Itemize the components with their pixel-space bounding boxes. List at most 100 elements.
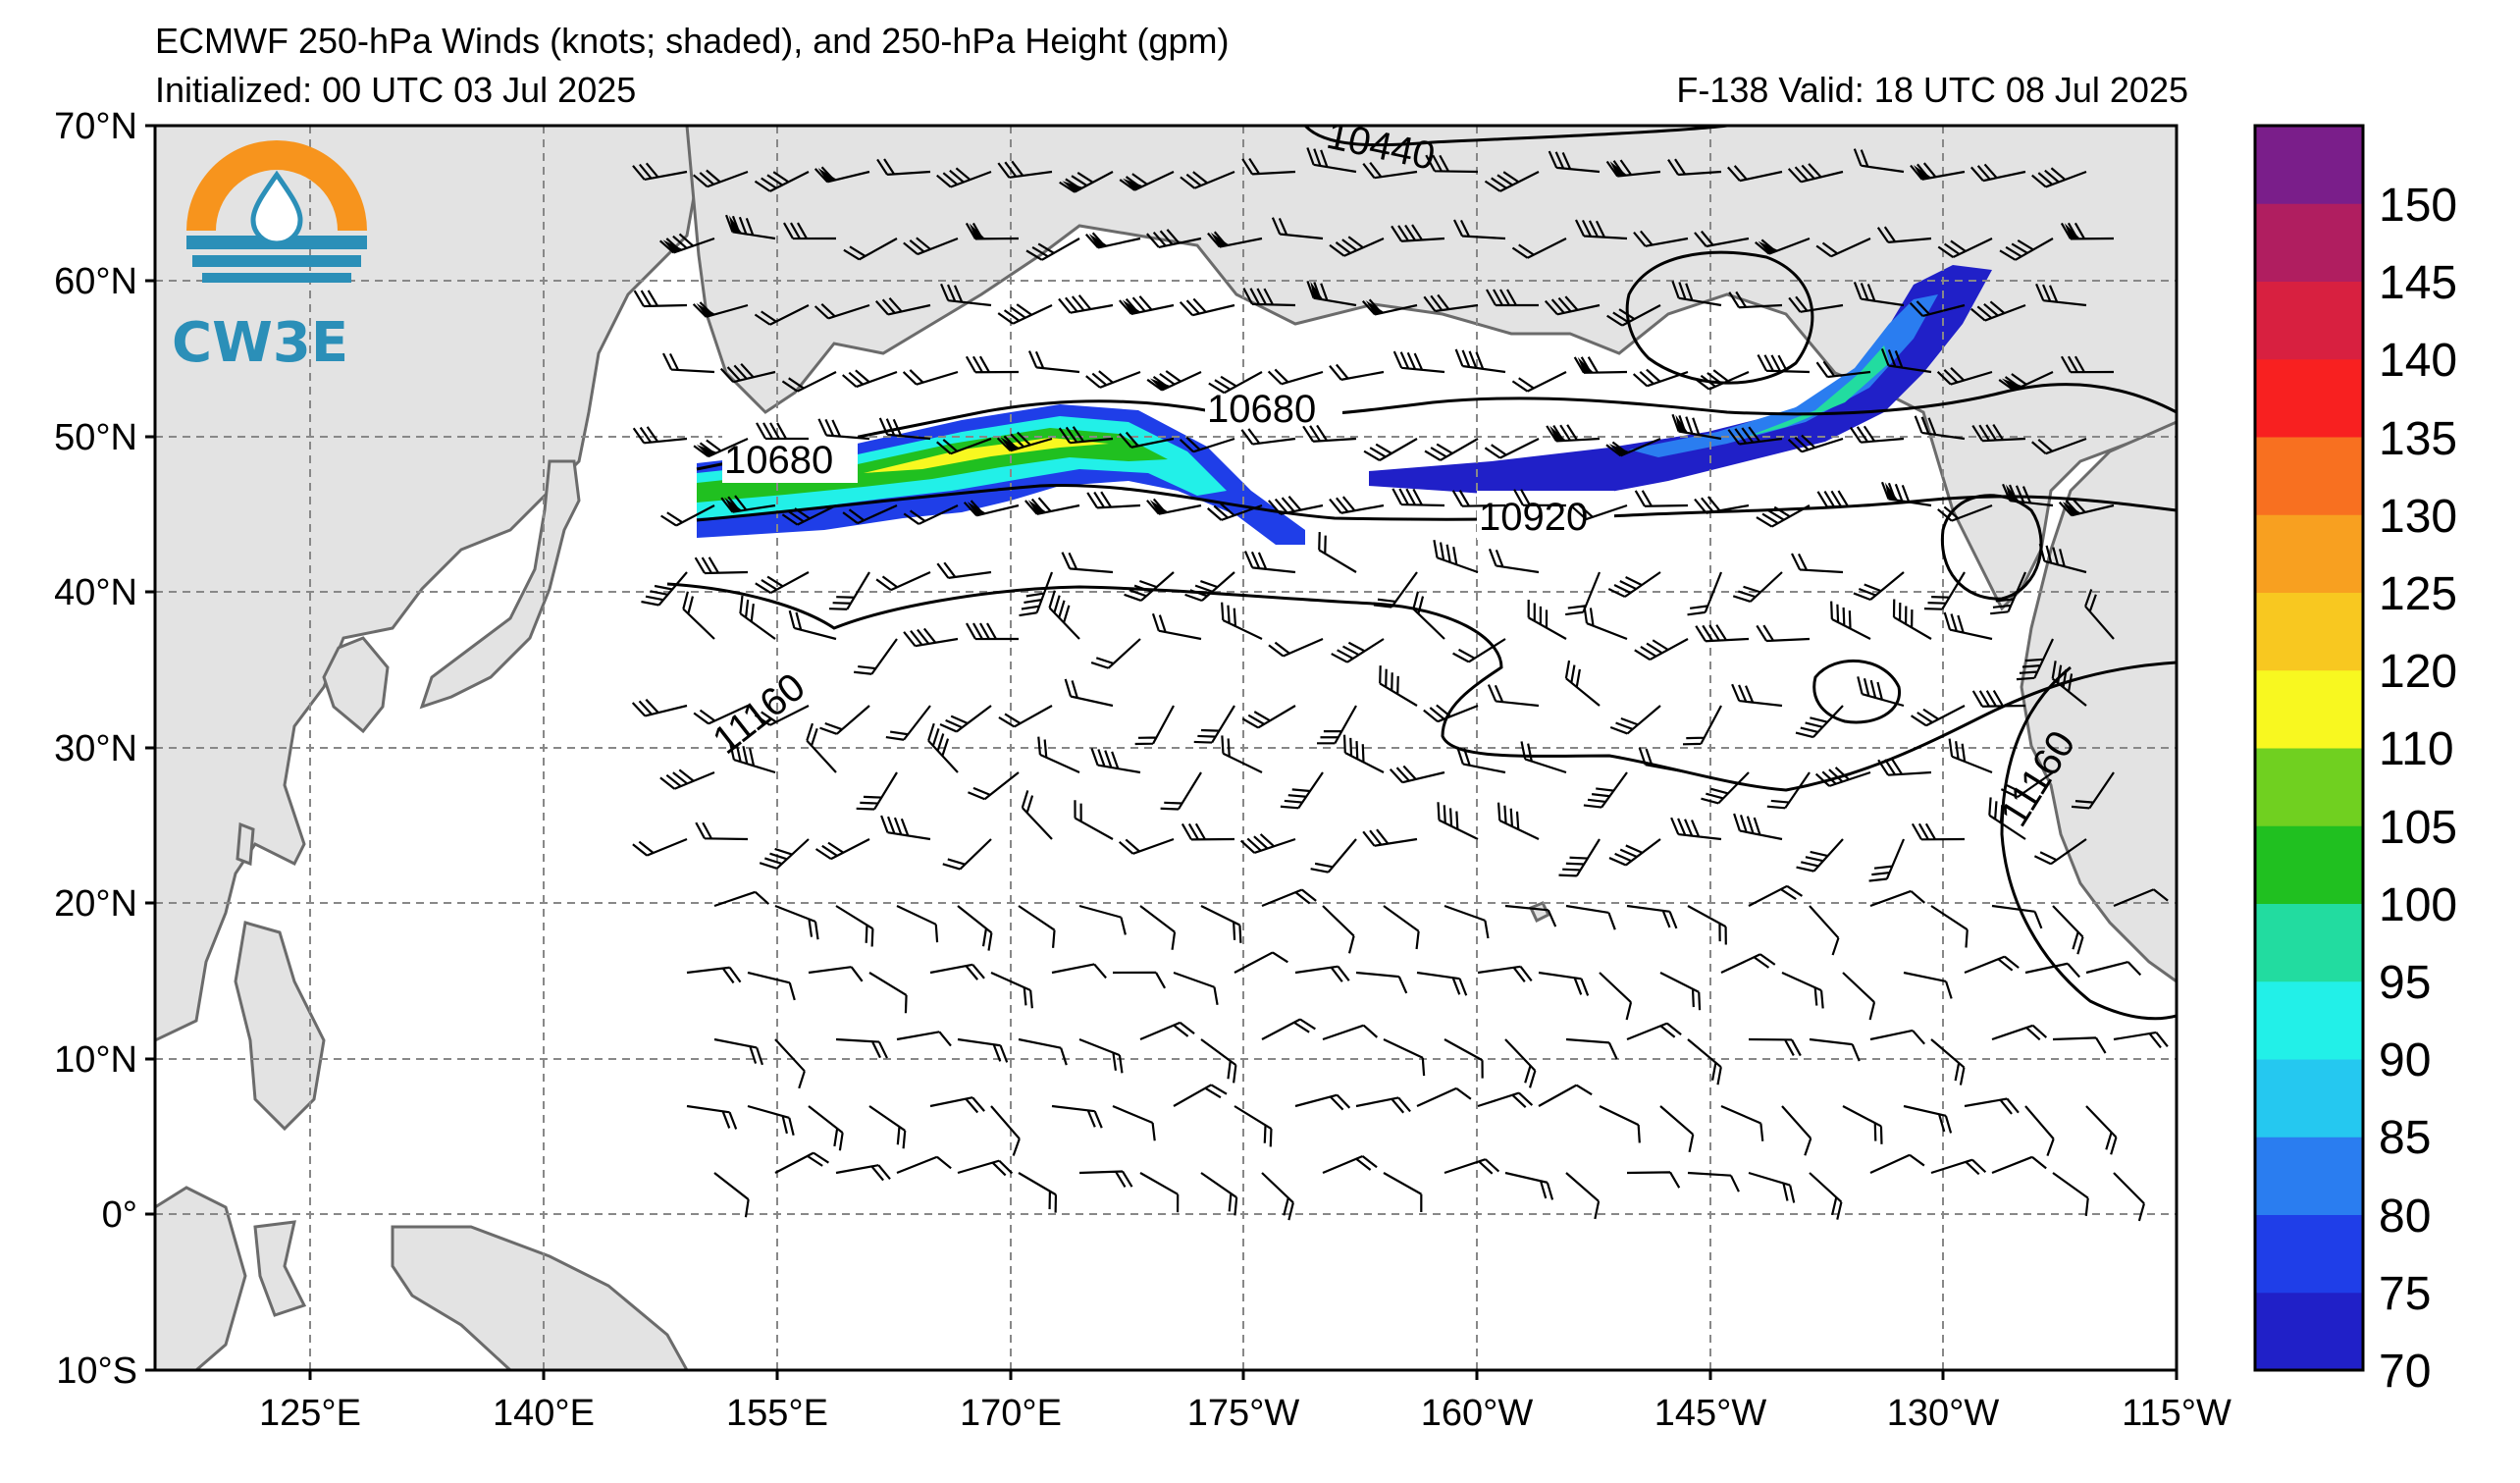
wind-barb [1484, 171, 1540, 192]
wind-barb [692, 301, 749, 318]
colorbar-label-85: 85 [2379, 1112, 2431, 1164]
wind-barb [658, 233, 715, 254]
wind-barb [2084, 589, 2115, 640]
wind-barb [1971, 689, 2026, 708]
wind-barb [754, 171, 810, 192]
wind-barb [814, 838, 870, 861]
wind-barb [686, 1104, 738, 1130]
wind-barb [1241, 157, 1296, 176]
wind-barb [1200, 905, 1242, 943]
lat-label-30n: 30°N [54, 728, 137, 769]
wind-barb [819, 705, 870, 735]
wind-barb [1331, 638, 1385, 663]
wind-barb [1816, 490, 1871, 508]
wind-barb [1173, 1084, 1228, 1107]
wind-barb [1565, 571, 1601, 616]
colorbar-swatch [2255, 825, 2363, 904]
wind-barb [880, 815, 931, 841]
wind-barb [1626, 1022, 1682, 1041]
colorbar-swatch [2255, 592, 2363, 671]
contour-label-10680-west: 10680 [724, 439, 833, 482]
colorbar-swatch [2255, 281, 2363, 360]
wind-barb [1748, 884, 1804, 907]
wind-barb [1021, 790, 1053, 840]
wind-barb [1355, 971, 1408, 994]
wind-barb [1948, 738, 1993, 774]
wind-barb [1355, 1096, 1411, 1114]
colorbar-swatch [2255, 980, 2363, 1060]
wind-barb [1160, 771, 1202, 811]
wind-barb [781, 504, 837, 526]
wind-barb [1667, 158, 1722, 177]
wind-barb [1634, 638, 1689, 662]
wind-barb [1583, 605, 1628, 641]
wind-barb [1134, 705, 1175, 746]
colorbar-swatch [2255, 748, 2363, 826]
wind-barb [1037, 736, 1080, 774]
wind-barb [957, 905, 993, 951]
wind-barb [1504, 1171, 1554, 1200]
wind-barb [1727, 426, 1783, 446]
wind-barb [828, 571, 870, 610]
colorbar-swatches [2255, 126, 2363, 1371]
wind-barb [1694, 496, 1750, 514]
wind-barb [1748, 1037, 1802, 1057]
colorbar-swatch [2255, 126, 2363, 204]
wind-barb [885, 705, 931, 741]
wind-barb [1842, 1105, 1883, 1144]
wind-barb [2060, 222, 2115, 240]
wind-barb [1853, 282, 1905, 307]
wind-barb [1362, 828, 1418, 847]
wind-barb [2038, 543, 2087, 574]
wind-barb [1573, 356, 1628, 374]
borneo-island [155, 1186, 247, 1370]
wind-barb [2000, 771, 2054, 799]
wind-barb [1329, 496, 1385, 514]
wind-barb [1074, 800, 1114, 840]
wind-barb [1853, 571, 1905, 602]
wind-barb [1078, 1170, 1133, 1188]
wind-barb [903, 504, 959, 525]
wind-barb [1024, 497, 1080, 515]
wind-barb [2031, 437, 2087, 455]
wind-barb [2060, 355, 2115, 374]
wind-barb [835, 905, 874, 947]
japan-islands [419, 459, 581, 710]
wind-barb [874, 297, 931, 316]
wind-barb [1583, 771, 1628, 809]
lat-label-40n: 40°N [54, 572, 137, 613]
wind-barb [1991, 1155, 2047, 1175]
wind-barb [990, 1105, 1021, 1156]
wind-barb [774, 1038, 806, 1089]
wind-barb [842, 503, 898, 525]
wind-barb [1781, 1105, 1812, 1156]
wind-barb [1241, 705, 1296, 729]
wind-barb [1208, 371, 1263, 395]
wind-barb [1605, 159, 1661, 178]
wind-barb [1362, 161, 1418, 180]
wind-barb [1444, 1038, 1484, 1079]
wind-barb [1626, 1171, 1681, 1189]
wind-barb [1173, 971, 1219, 1006]
wind-barb [2085, 1105, 2118, 1155]
wind-barb [632, 162, 688, 182]
wind-barb [1766, 771, 1811, 810]
wind-barb [957, 1037, 1009, 1063]
wind-barb [641, 571, 688, 607]
wind-barb [1755, 237, 1811, 255]
wind-barb [2052, 1036, 2107, 1054]
wind-barb [1391, 488, 1445, 507]
wind-barb [1078, 904, 1127, 935]
wind-barb [1991, 1024, 2048, 1041]
wind-barb [968, 771, 1020, 801]
wind-barb [1687, 1171, 1740, 1192]
wind-barb [1179, 297, 1235, 317]
wind-barb [2031, 167, 2087, 188]
wind-barb [1504, 904, 1557, 927]
wind-barb [1936, 367, 1993, 386]
wind-barb [728, 741, 776, 774]
wind-barb [2024, 1105, 2055, 1156]
wind-barb [1207, 231, 1263, 248]
wind-barb [1998, 371, 2054, 392]
wind-barb [878, 417, 931, 441]
